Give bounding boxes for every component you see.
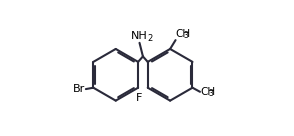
Text: 2: 2: [148, 34, 153, 43]
Text: CH: CH: [200, 87, 216, 98]
Text: F: F: [136, 93, 143, 103]
Text: 3: 3: [183, 31, 188, 40]
Text: Br: Br: [73, 84, 85, 94]
Text: 3: 3: [208, 89, 213, 98]
Text: NH: NH: [131, 31, 147, 41]
Text: CH: CH: [176, 29, 191, 39]
